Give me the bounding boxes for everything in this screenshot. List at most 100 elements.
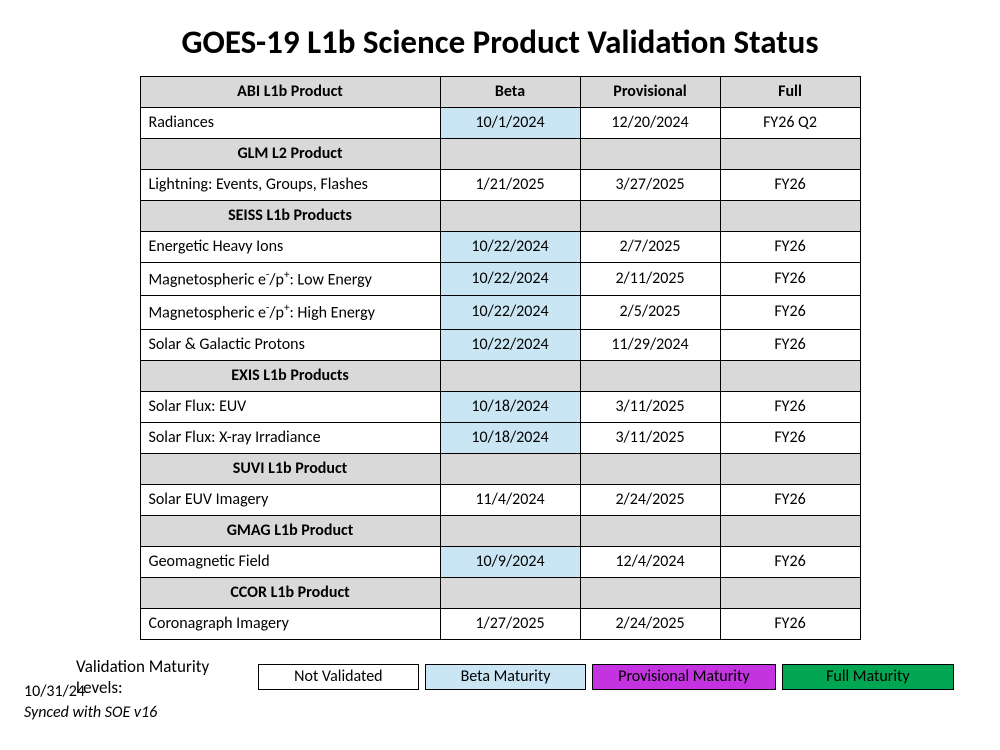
- section-heading: EXIS L1b Products: [140, 360, 440, 391]
- footer-date: 10/31/24: [24, 682, 157, 701]
- beta-cell: 10/18/2024: [440, 422, 580, 453]
- full-cell: FY26: [720, 484, 860, 515]
- provisional-cell: 2/24/2025: [580, 608, 720, 639]
- section-empty-cell: [580, 453, 720, 484]
- legend-row: Validation Maturity Levels: Not Validate…: [76, 656, 960, 698]
- full-cell: FY26: [720, 296, 860, 329]
- full-cell: FY26: [720, 263, 860, 296]
- full-cell: FY26: [720, 546, 860, 577]
- section-header-row: GMAG L1b Product: [140, 515, 860, 546]
- table-row: Magnetospheric e-/p+: Low Energy10/22/20…: [140, 263, 860, 296]
- legend-box: Full Maturity: [782, 664, 954, 690]
- section-empty-cell: [720, 453, 860, 484]
- section-empty-cell: [440, 360, 580, 391]
- section-empty-cell: [580, 201, 720, 232]
- section-empty-cell: [720, 201, 860, 232]
- section-heading: SUVI L1b Product: [140, 453, 440, 484]
- table-row: Lightning: Events, Groups, Flashes1/21/2…: [140, 170, 860, 201]
- provisional-cell: 2/7/2025: [580, 232, 720, 263]
- product-name-cell: Solar Flux: X-ray Irradiance: [140, 422, 440, 453]
- product-name-cell: Magnetospheric e-/p+: Low Energy: [140, 263, 440, 296]
- beta-cell: 10/9/2024: [440, 546, 580, 577]
- section-heading: GMAG L1b Product: [140, 515, 440, 546]
- beta-cell: 10/22/2024: [440, 263, 580, 296]
- beta-cell: 10/22/2024: [440, 329, 580, 360]
- section-empty-cell: [440, 201, 580, 232]
- section-header-row: CCOR L1b Product: [140, 577, 860, 608]
- full-cell: FY26: [720, 329, 860, 360]
- beta-cell: 10/1/2024: [440, 108, 580, 139]
- section-empty-cell: [440, 453, 580, 484]
- section-empty-cell: [440, 515, 580, 546]
- beta-cell: 1/27/2025: [440, 608, 580, 639]
- section-heading: CCOR L1b Product: [140, 577, 440, 608]
- section-empty-cell: [720, 577, 860, 608]
- product-name-cell: Solar & Galactic Protons: [140, 329, 440, 360]
- table-row: Solar Flux: EUV10/18/20243/11/2025FY26: [140, 391, 860, 422]
- section-empty-cell: [580, 577, 720, 608]
- beta-cell: 1/21/2025: [440, 170, 580, 201]
- table-row: Energetic Heavy Ions10/22/20242/7/2025FY…: [140, 232, 860, 263]
- section-empty-cell: [720, 360, 860, 391]
- table-row: Solar & Galactic Protons10/22/202411/29/…: [140, 329, 860, 360]
- product-name-cell: Solar Flux: EUV: [140, 391, 440, 422]
- beta-cell: 11/4/2024: [440, 484, 580, 515]
- section-header-row: SEISS L1b Products: [140, 201, 860, 232]
- provisional-cell: 12/4/2024: [580, 546, 720, 577]
- beta-cell: 10/22/2024: [440, 296, 580, 329]
- provisional-cell: 3/11/2025: [580, 391, 720, 422]
- legend-box: Beta Maturity: [425, 664, 586, 690]
- product-name-cell: Geomagnetic Field: [140, 546, 440, 577]
- provisional-cell: 2/11/2025: [580, 263, 720, 296]
- validation-status-table: ABI L1b ProductBetaProvisionalFullRadian…: [140, 76, 861, 640]
- product-name-cell: Radiances: [140, 108, 440, 139]
- table-row: Geomagnetic Field10/9/202412/4/2024FY26: [140, 546, 860, 577]
- table-row: Solar EUV Imagery11/4/20242/24/2025FY26: [140, 484, 860, 515]
- section-header-row: ABI L1b ProductBetaProvisionalFull: [140, 77, 860, 108]
- footer-sync: Synced with SOE v16: [24, 703, 157, 722]
- section-empty-cell: [580, 139, 720, 170]
- column-header: Provisional: [580, 77, 720, 108]
- full-cell: FY26: [720, 170, 860, 201]
- provisional-cell: 2/5/2025: [580, 296, 720, 329]
- page-title: GOES-19 L1b Science Product Validation S…: [0, 0, 1000, 76]
- provisional-cell: 2/24/2025: [580, 484, 720, 515]
- full-cell: FY26: [720, 608, 860, 639]
- full-cell: FY26: [720, 391, 860, 422]
- provisional-cell: 11/29/2024: [580, 329, 720, 360]
- product-name-cell: Magnetospheric e-/p+: High Energy: [140, 296, 440, 329]
- product-name-cell: Lightning: Events, Groups, Flashes: [140, 170, 440, 201]
- provisional-cell: 12/20/2024: [580, 108, 720, 139]
- column-header: Beta: [440, 77, 580, 108]
- column-header: Full: [720, 77, 860, 108]
- page: GOES-19 L1b Science Product Validation S…: [0, 0, 1000, 750]
- section-empty-cell: [720, 139, 860, 170]
- table-row: Solar Flux: X-ray Irradiance10/18/20243/…: [140, 422, 860, 453]
- table-row: Coronagraph Imagery1/27/20252/24/2025FY2…: [140, 608, 860, 639]
- provisional-cell: 3/11/2025: [580, 422, 720, 453]
- section-header-row: SUVI L1b Product: [140, 453, 860, 484]
- beta-cell: 10/18/2024: [440, 391, 580, 422]
- section-empty-cell: [580, 360, 720, 391]
- section-empty-cell: [580, 515, 720, 546]
- beta-cell: 10/22/2024: [440, 232, 580, 263]
- section-empty-cell: [440, 139, 580, 170]
- legend-box: Provisional Maturity: [592, 664, 776, 690]
- full-cell: FY26: [720, 232, 860, 263]
- provisional-cell: 3/27/2025: [580, 170, 720, 201]
- section-header-row: EXIS L1b Products: [140, 360, 860, 391]
- section-heading: ABI L1b Product: [140, 77, 440, 108]
- section-heading: GLM L2 Product: [140, 139, 440, 170]
- full-cell: FY26: [720, 422, 860, 453]
- table-body: ABI L1b ProductBetaProvisionalFullRadian…: [140, 77, 860, 640]
- section-header-row: GLM L2 Product: [140, 139, 860, 170]
- table-row: Magnetospheric e-/p+: High Energy10/22/2…: [140, 296, 860, 329]
- product-name-cell: Energetic Heavy Ions: [140, 232, 440, 263]
- section-empty-cell: [440, 577, 580, 608]
- footer: 10/31/24 Synced with SOE v16: [24, 682, 157, 722]
- section-heading: SEISS L1b Products: [140, 201, 440, 232]
- full-cell: FY26 Q2: [720, 108, 860, 139]
- legend-box: Not Validated: [258, 664, 419, 690]
- product-name-cell: Solar EUV Imagery: [140, 484, 440, 515]
- section-empty-cell: [720, 515, 860, 546]
